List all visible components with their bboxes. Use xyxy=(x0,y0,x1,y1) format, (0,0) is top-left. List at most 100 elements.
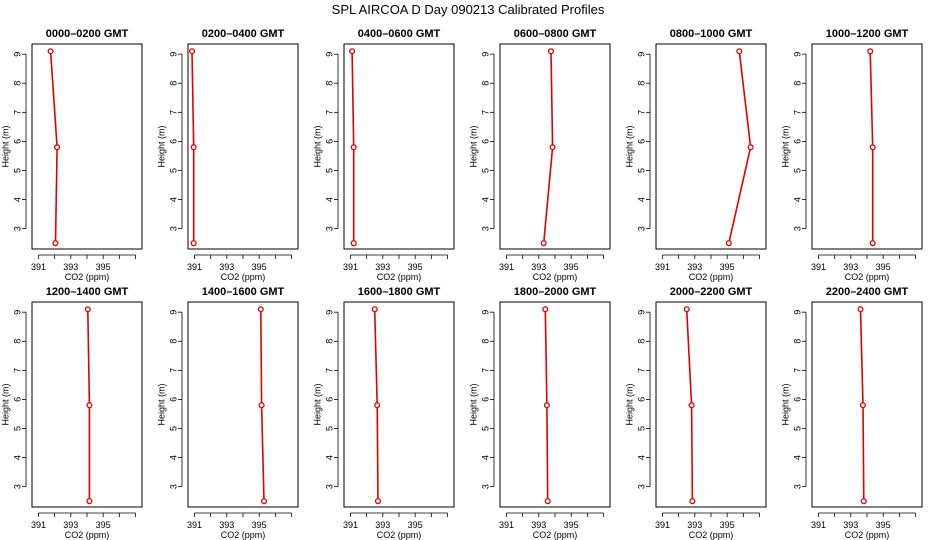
plot-frame xyxy=(343,301,455,508)
y-tick-label: 4 xyxy=(12,455,22,460)
data-point xyxy=(84,306,91,313)
y-tick-label: 6 xyxy=(12,139,22,144)
panel-title: 1000–1200 GMT xyxy=(826,28,909,40)
plot-frame xyxy=(655,301,767,508)
x-tick-label: 395 xyxy=(564,262,579,272)
y-tick-label: 5 xyxy=(792,168,802,173)
y-tick-label: 6 xyxy=(12,397,22,402)
x-axis-label: CO2 (ppm) xyxy=(533,272,578,282)
data-point xyxy=(549,144,556,151)
data-point xyxy=(371,306,378,313)
data-point xyxy=(54,144,61,151)
y-axis-label: Height (m) xyxy=(156,125,166,167)
y-tick-label: 8 xyxy=(324,81,334,86)
data-point xyxy=(350,144,357,151)
x-axis-label: CO2 (ppm) xyxy=(377,272,422,282)
x-axis-label: CO2 (ppm) xyxy=(689,272,734,282)
y-tick-label: 7 xyxy=(792,110,802,115)
y-tick-label: 7 xyxy=(12,110,22,115)
data-point xyxy=(747,144,754,151)
x-tick-label: 395 xyxy=(408,520,423,530)
x-tick-label: 395 xyxy=(876,520,891,530)
x-tick-label: 393 xyxy=(219,520,234,530)
y-tick-label: 9 xyxy=(324,310,334,315)
y-tick-label: 4 xyxy=(636,197,646,202)
panel-title: 1400–1600 GMT xyxy=(202,286,285,298)
data-point xyxy=(688,402,695,409)
y-axis-label: Height (m) xyxy=(156,383,166,425)
y-tick-label: 6 xyxy=(636,139,646,144)
y-tick-label: 6 xyxy=(324,139,334,144)
x-tick-label: 393 xyxy=(531,520,546,530)
panel-title: 0000–0200 GMT xyxy=(46,28,129,40)
x-tick-label: 391 xyxy=(499,520,514,530)
y-tick-label: 9 xyxy=(12,310,22,315)
y-tick-label: 7 xyxy=(168,368,178,373)
plot-frame xyxy=(499,43,611,250)
y-tick-label: 4 xyxy=(480,455,490,460)
panel-title: 1200–1400 GMT xyxy=(46,286,129,298)
x-tick-label: 391 xyxy=(343,262,358,272)
y-tick-label: 5 xyxy=(792,426,802,431)
x-tick-label: 395 xyxy=(564,520,579,530)
y-tick-label: 7 xyxy=(792,368,802,373)
y-tick-label: 7 xyxy=(324,110,334,115)
figure-title: SPL AIRCOA D Day 090213 Calibrated Profi… xyxy=(331,2,605,17)
y-tick-label: 7 xyxy=(168,110,178,115)
y-tick-label: 3 xyxy=(168,484,178,489)
x-tick-label: 395 xyxy=(252,262,267,272)
data-point xyxy=(540,240,547,247)
y-tick-label: 4 xyxy=(12,197,22,202)
x-tick-label: 393 xyxy=(219,262,234,272)
y-tick-label: 8 xyxy=(480,81,490,86)
y-axis-label: Height (m) xyxy=(312,383,322,425)
panel-title: 0400–0600 GMT xyxy=(358,28,441,40)
x-tick-label: 395 xyxy=(96,520,111,530)
y-tick-label: 3 xyxy=(792,226,802,231)
data-point xyxy=(349,48,356,55)
y-tick-label: 3 xyxy=(12,226,22,231)
plot-frame xyxy=(187,43,299,250)
y-tick-label: 3 xyxy=(168,226,178,231)
data-point xyxy=(859,402,867,409)
x-tick-label: 395 xyxy=(876,262,891,272)
x-tick-label: 393 xyxy=(63,262,78,272)
y-tick-label: 6 xyxy=(792,397,802,402)
x-tick-label: 393 xyxy=(843,262,858,272)
y-tick-label: 5 xyxy=(636,426,646,431)
plot-frame xyxy=(31,43,143,250)
y-tick-label: 3 xyxy=(636,226,646,231)
x-tick-label: 395 xyxy=(720,520,735,530)
y-tick-label: 6 xyxy=(168,139,178,144)
x-tick-label: 393 xyxy=(687,262,702,272)
y-tick-label: 6 xyxy=(480,139,490,144)
y-tick-label: 8 xyxy=(12,81,22,86)
data-point xyxy=(350,240,357,247)
panel-title: 0200–0400 GMT xyxy=(202,28,285,40)
x-axis-label: CO2 (ppm) xyxy=(377,530,422,540)
panel-title: 1600–1800 GMT xyxy=(358,286,441,298)
y-tick-label: 5 xyxy=(480,426,490,431)
y-tick-label: 4 xyxy=(168,197,178,202)
x-axis-label: CO2 (ppm) xyxy=(221,530,266,540)
panel-title: 1800–2000 GMT xyxy=(514,286,597,298)
x-axis-label: CO2 (ppm) xyxy=(221,272,266,282)
y-tick-label: 8 xyxy=(168,81,178,86)
data-point xyxy=(869,240,876,247)
y-axis-label: Height (m) xyxy=(468,125,478,167)
data-point xyxy=(260,498,268,505)
data-point xyxy=(547,48,555,55)
x-tick-label: 391 xyxy=(31,262,46,272)
data-point xyxy=(257,306,264,313)
panel-title: 2200–2400 GMT xyxy=(826,286,909,298)
x-tick-label: 393 xyxy=(531,262,546,272)
y-axis-label: Height (m) xyxy=(780,383,790,425)
x-tick-label: 391 xyxy=(187,262,202,272)
x-tick-label: 393 xyxy=(375,520,390,530)
y-tick-label: 8 xyxy=(168,339,178,344)
